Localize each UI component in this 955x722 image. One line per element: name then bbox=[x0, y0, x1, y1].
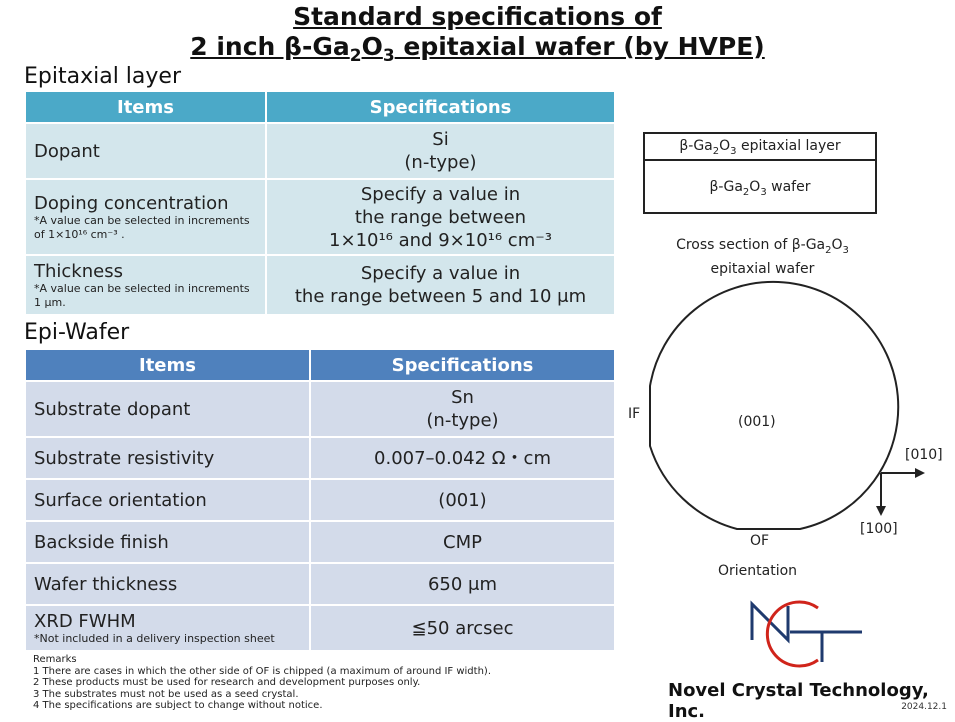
spec-wafer-thickness: 650 μm bbox=[309, 562, 616, 606]
col-header-items: Items bbox=[24, 348, 311, 382]
remark-line: 2 These products must be used for resear… bbox=[33, 677, 421, 689]
table-row: XRD FWHM *Not included in a delivery ins… bbox=[24, 604, 616, 652]
company-logo bbox=[750, 600, 862, 668]
remarks-title: Remarks bbox=[33, 654, 77, 665]
epi-wafer-table: Items Specifications Substrate dopant Sn… bbox=[24, 348, 616, 652]
item-thickness: Thickness *A value can be selected in in… bbox=[24, 254, 267, 316]
table-row: Wafer thickness 650 μm bbox=[24, 562, 616, 606]
table-row: Surface orientation (001) bbox=[24, 478, 616, 522]
wafer-outline bbox=[649, 280, 900, 530]
item-xrd-fwhm: XRD FWHM *Not included in a delivery ins… bbox=[24, 604, 311, 652]
col-header-specs: Specifications bbox=[265, 90, 616, 124]
arrow-010-head bbox=[915, 468, 925, 478]
logo-c-mark bbox=[765, 600, 819, 668]
spec-substrate-dopant: Sn (n-type) bbox=[309, 380, 616, 438]
item-substrate-dopant: Substrate dopant bbox=[24, 380, 311, 438]
page-title-line2: 2 inch β-Ga2O3 epitaxial wafer (by HVPE) bbox=[190, 32, 765, 66]
remark-line: 1 There are cases in which the other sid… bbox=[33, 665, 491, 677]
epi-wafer-heading: Epi-Wafer bbox=[24, 320, 130, 345]
table-row: Substrate resistivity 0.007–0.042 Ω・cm bbox=[24, 436, 616, 480]
item-substrate-resistivity: Substrate resistivity bbox=[24, 436, 311, 480]
item-note: *A value can be selected in increments o… bbox=[34, 213, 250, 241]
wafer-box: β-Ga2O3 wafer bbox=[709, 179, 811, 198]
item-doping-concentration: Doping concentration *A value can be sel… bbox=[24, 178, 267, 256]
spec-substrate-resistivity: 0.007–0.042 Ω・cm bbox=[309, 436, 616, 480]
col-header-items: Items bbox=[24, 90, 267, 124]
if-label: IF bbox=[628, 406, 641, 422]
epi-layer-heading: Epitaxial layer bbox=[24, 64, 181, 89]
spec-doping-concentration: Specify a value in the range between 1×1… bbox=[265, 178, 616, 256]
table-row: Thickness *A value can be selected in in… bbox=[24, 254, 616, 316]
remarks: Remarks 1 There are cases in which the o… bbox=[33, 654, 491, 712]
arrow-100-head bbox=[876, 506, 886, 516]
of-label: OF bbox=[750, 533, 770, 549]
remark-line: 4 The specifications are subject to chan… bbox=[33, 700, 323, 712]
table-row: Doping concentration *A value can be sel… bbox=[24, 178, 616, 256]
item-note: *Not included in a delivery inspection s… bbox=[34, 631, 275, 645]
orientation-caption: Orientation bbox=[718, 563, 798, 579]
spec-xrd-fwhm: ≦50 arcsec bbox=[309, 604, 616, 652]
spec-backside-finish: CMP bbox=[309, 520, 616, 564]
item-backside-finish: Backside finish bbox=[24, 520, 311, 564]
remark-line: 3 The substrates must not be used as a s… bbox=[33, 688, 299, 700]
item-dopant: Dopant bbox=[24, 122, 267, 180]
item-wafer-thickness: Wafer thickness bbox=[24, 562, 311, 606]
table-row: Dopant Si (n-type) bbox=[24, 122, 616, 180]
item-surface-orientation: Surface orientation bbox=[24, 478, 311, 522]
epitaxial-layer-box: β-Ga2O3 epitaxial layer bbox=[645, 134, 875, 161]
page-title: Standard specifications of bbox=[0, 2, 955, 32]
spec-dopant: Si (n-type) bbox=[265, 122, 616, 180]
spec-surface-orientation: (001) bbox=[309, 478, 616, 522]
item-note: *A value can be selected in increments 1… bbox=[34, 281, 250, 309]
epi-layer-table: Items Specifications Dopant Si (n-type) … bbox=[24, 90, 616, 316]
dir-010-label: [010] bbox=[905, 447, 943, 463]
table-row: Substrate dopant Sn (n-type) bbox=[24, 380, 616, 438]
cross-section-caption: Cross section of β-Ga2O3 epitaxial wafer bbox=[676, 237, 849, 277]
wafer-center-label: (001) bbox=[738, 414, 776, 430]
spec-thickness: Specify a value in the range between 5 a… bbox=[265, 254, 616, 316]
table-row: Backside finish CMP bbox=[24, 520, 616, 564]
cross-section-diagram: β-Ga2O3 epitaxial layer β-Ga2O3 wafer bbox=[643, 132, 877, 214]
document-date: 2024.12.1 bbox=[901, 702, 947, 712]
dir-100-label: [100] bbox=[860, 521, 898, 537]
title-line1: Standard specifications of bbox=[293, 2, 662, 31]
col-header-specs: Specifications bbox=[309, 348, 616, 382]
